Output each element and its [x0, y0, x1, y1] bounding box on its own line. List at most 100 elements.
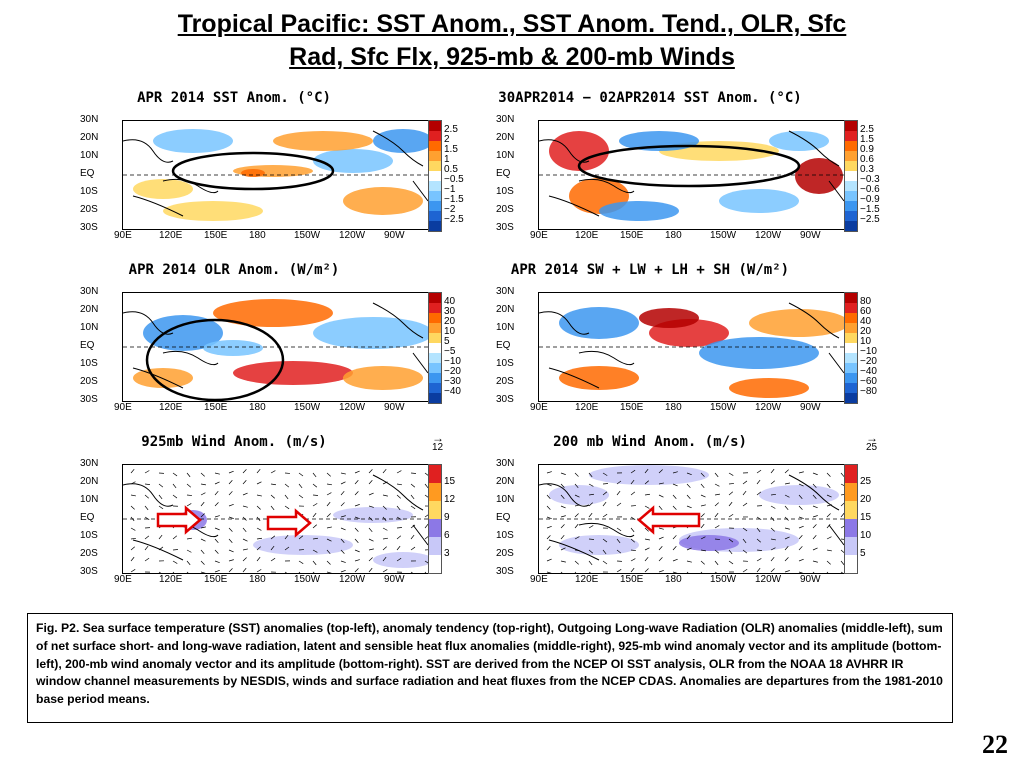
- colorbar-label: −2.5: [444, 214, 464, 225]
- wind-vector: [200, 526, 206, 529]
- wind-vector: [214, 560, 220, 563]
- latitude-label: 10N: [496, 494, 515, 505]
- colorbar-label: −40: [860, 366, 877, 377]
- wind-vector: [728, 538, 734, 543]
- latitude-label: 30S: [496, 222, 514, 233]
- colorbar-swatch: [845, 181, 857, 191]
- wind-vector: [256, 494, 262, 497]
- colorbar-label: 1: [444, 154, 450, 165]
- wind-vector: [546, 516, 552, 519]
- colorbar-swatch: [845, 519, 857, 537]
- map-svg: [539, 465, 845, 573]
- longitude-label: 120E: [159, 402, 183, 413]
- wind-vector: [840, 472, 845, 478]
- colorbar-swatch: [429, 221, 441, 231]
- wind-vector: [672, 558, 678, 562]
- wind-vector: [340, 481, 346, 485]
- colorbar-label: −1.5: [860, 204, 880, 215]
- colorbar-swatch: [845, 483, 857, 501]
- colorbar-swatch: [845, 501, 857, 519]
- colorbar-swatch: [429, 465, 441, 483]
- wind-vector: [256, 468, 261, 474]
- colorbar-swatch: [845, 555, 857, 573]
- wind-vector: [630, 538, 635, 543]
- colorbar-label: 3: [444, 548, 450, 559]
- wind-vector: [714, 525, 720, 529]
- wind-vector: [630, 469, 636, 474]
- slide-title: Tropical Pacific: SST Anom., SST Anom. T…: [40, 8, 984, 74]
- wind-vector: [728, 472, 734, 476]
- wind-vector: [214, 472, 220, 475]
- longitude-label: 120E: [575, 574, 599, 585]
- wind-vector: [784, 505, 789, 511]
- wind-vector: [186, 549, 192, 553]
- wind-vector: [700, 504, 706, 507]
- wind-vector: [228, 527, 233, 532]
- wind-vector: [798, 505, 803, 510]
- colorbar-swatch: [429, 293, 441, 303]
- colorbar-swatch: [845, 171, 857, 181]
- longitude-label: 90E: [114, 402, 132, 413]
- wind-vector: [672, 483, 678, 487]
- wind-vector: [700, 571, 703, 573]
- colorbar-swatch: [845, 537, 857, 555]
- wind-vector: [812, 494, 817, 499]
- map-svg: [123, 299, 429, 401]
- wind-vector: [630, 479, 635, 485]
- wind-vector: [840, 571, 844, 573]
- wind-vector: [410, 505, 416, 510]
- latitude-label: 10S: [496, 358, 514, 369]
- latitude-label: EQ: [496, 340, 511, 351]
- wind-vector: [396, 535, 402, 540]
- latitude-label: 20N: [80, 304, 99, 315]
- colorbar-label: −0.5: [444, 174, 464, 185]
- longitude-label: 90W: [800, 402, 821, 413]
- longitude-label: 120W: [755, 402, 782, 413]
- wind-vector: [560, 483, 565, 488]
- wind-vector: [560, 547, 566, 551]
- wind-vector: [826, 571, 829, 573]
- wind-vector: [284, 546, 290, 551]
- anomaly-patch: [333, 507, 413, 523]
- slide-title-line1: Tropical Pacific: SST Anom., SST Anom. T…: [177, 10, 847, 38]
- wind-vector: [686, 560, 692, 563]
- wind-vector: [214, 481, 220, 485]
- wind-vector: [284, 483, 290, 488]
- wind-vector: [368, 492, 374, 496]
- colorbar-label: 2: [444, 134, 450, 145]
- wind-vector: [228, 470, 234, 474]
- longitude-label: 90E: [114, 574, 132, 585]
- wind-vector: [784, 482, 790, 485]
- colorbar-label: 10: [444, 326, 456, 337]
- wind-vector: [368, 527, 373, 533]
- wind-vector: [242, 492, 248, 496]
- colorbar: [844, 292, 858, 404]
- wind-vector: [228, 491, 233, 496]
- wind-vector: [546, 483, 552, 487]
- wind-vector: [298, 483, 303, 489]
- colorbar-label: 0.6: [860, 154, 874, 165]
- wind-vector: [644, 480, 649, 485]
- colorbar-swatch: [429, 393, 441, 403]
- longitude-label: 150W: [294, 230, 321, 241]
- anomaly-patch: [373, 552, 429, 568]
- coastline: [123, 474, 429, 561]
- wind-vector: [826, 472, 831, 477]
- wind-vector: [630, 527, 635, 533]
- colorbar-label: 40: [444, 296, 456, 307]
- wind-vector: [270, 557, 276, 562]
- map-svg: [123, 129, 429, 221]
- wind-vector: [812, 547, 818, 551]
- wind-vector: [560, 571, 563, 573]
- wind-vector: [574, 483, 579, 489]
- wind-vector: [742, 480, 748, 485]
- wind-vector: [742, 527, 748, 532]
- colorbar-swatch: [429, 373, 441, 383]
- wind-vector: [312, 503, 318, 507]
- wind-vector: [256, 546, 261, 551]
- colorbar-swatch: [845, 343, 857, 353]
- wind-vector: [312, 483, 318, 488]
- wind-vector: [396, 516, 402, 520]
- anomaly-patch: [769, 131, 829, 151]
- wind-vector: [588, 538, 595, 540]
